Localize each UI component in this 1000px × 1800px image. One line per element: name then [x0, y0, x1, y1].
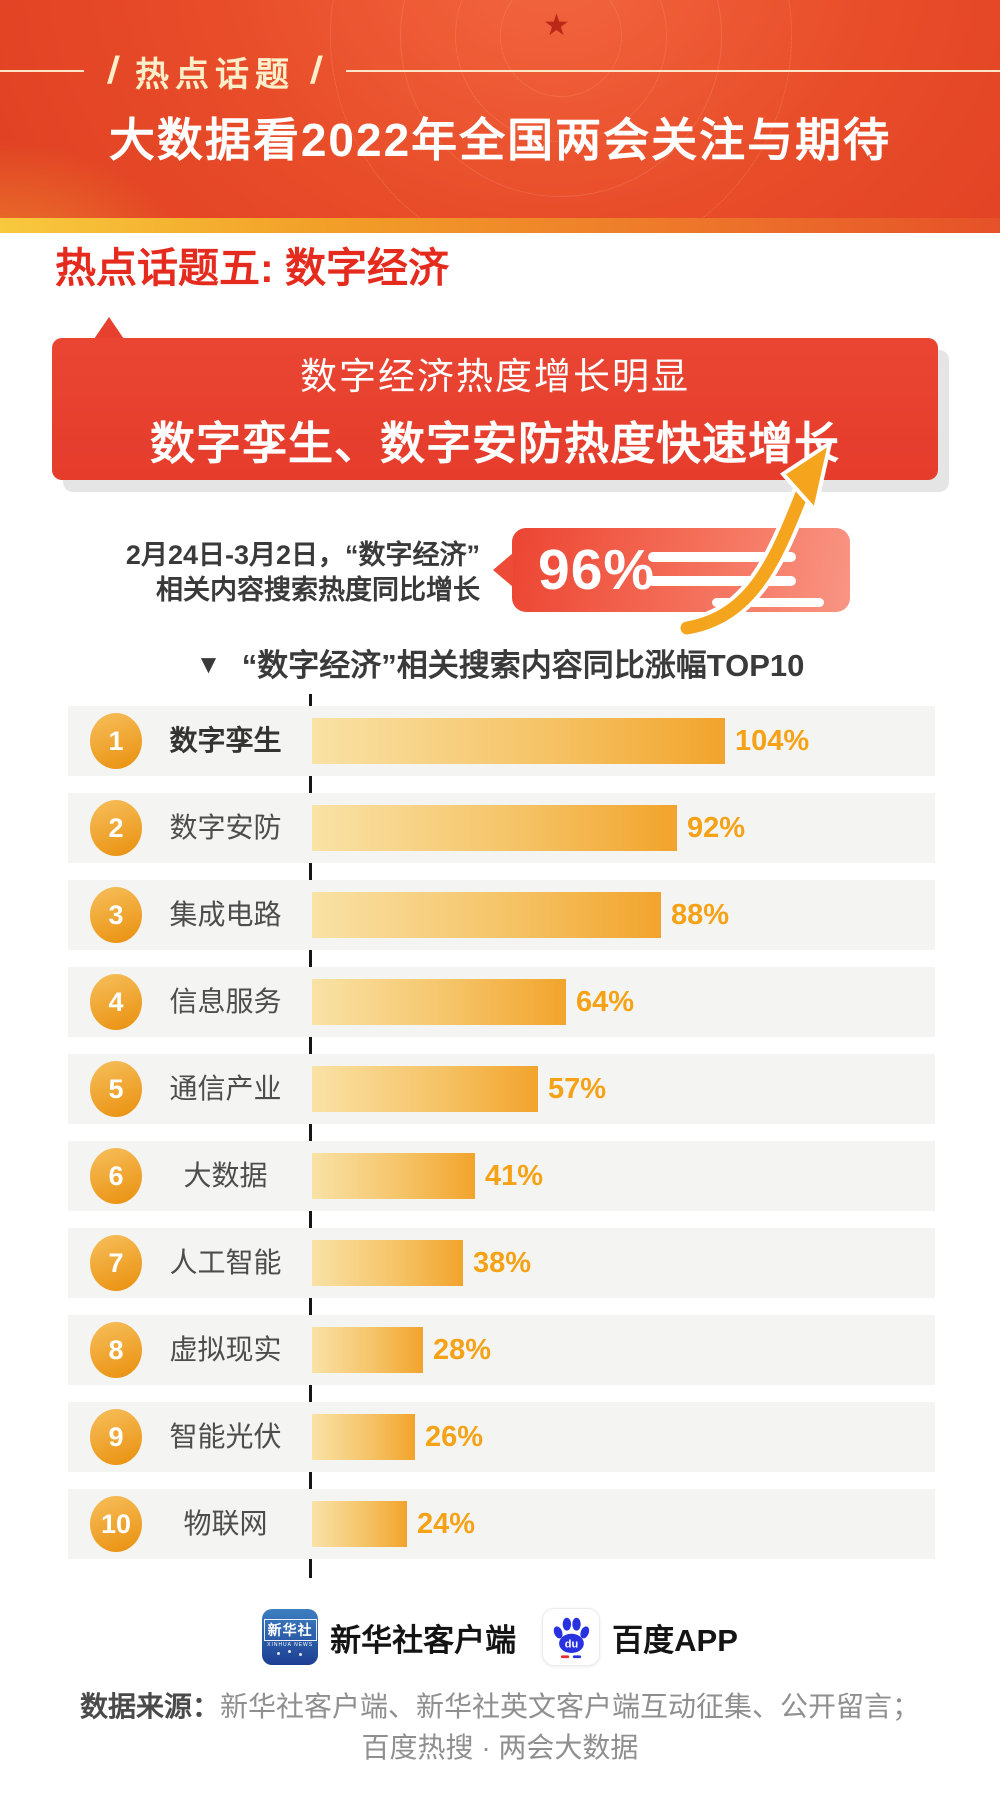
- data-source-line1: 数据来源：新华社客户端、新华社英文客户端互动征集、公开留言；: [0, 1686, 1000, 1727]
- hot-topic-tag-row: / 热点话题 /: [0, 48, 1000, 94]
- baidu-logo-label: 百度APP: [612, 1622, 738, 1658]
- value-label: 41%: [485, 1160, 544, 1192]
- constellation-dots-icon: [275, 1649, 305, 1656]
- rank-badge: 10: [90, 1496, 142, 1552]
- speed-line: [648, 552, 796, 562]
- baidu-logo-group: du 百度APP: [542, 1608, 738, 1666]
- callout-pointer: [94, 317, 124, 339]
- callout-line2: 数字孪生、数字安防热度快速增长: [149, 418, 840, 469]
- data-source-label: 数据来源：: [79, 1691, 220, 1722]
- data-source: 数据来源：新华社客户端、新华社英文客户端互动征集、公开留言； 百度热搜 · 两会…: [0, 1686, 1000, 1768]
- value-bar: [312, 1414, 415, 1460]
- value-bar: [312, 1240, 463, 1286]
- category-label: 人工智能: [169, 1247, 282, 1278]
- category-label: 通信产业: [169, 1073, 282, 1104]
- chart-axis-line: [309, 694, 312, 1578]
- category-label: 大数据: [183, 1160, 268, 1191]
- category-label: 物联网: [183, 1508, 268, 1539]
- section-heading: 热点话题五: 数字经济: [55, 245, 450, 291]
- data-source-text: 新华社客户端、新华社英文客户端互动征集、公开留言；: [220, 1691, 921, 1722]
- chart-title: ▼ “数字经济”相关搜索内容同比涨幅TOP10: [0, 640, 1000, 685]
- rank-badge: 8: [90, 1322, 142, 1378]
- rank-badge: 6: [90, 1148, 142, 1204]
- slash-decoration: /: [106, 50, 122, 92]
- value-label: 57%: [548, 1073, 607, 1105]
- value-bar: [312, 805, 677, 851]
- data-source-line2: 百度热搜 · 两会大数据: [361, 1732, 639, 1763]
- stat-description-line2: 相关内容搜索热度同比增长: [156, 575, 480, 605]
- table-row: 2 数字安防 92%: [68, 793, 935, 863]
- value-label: 38%: [473, 1247, 532, 1279]
- rank-badge: 9: [90, 1409, 142, 1465]
- xinhua-logo-group: 新华社 XINHUA NEWS 新华社客户端: [262, 1609, 516, 1665]
- xinhua-logo-label: 新华社客户端: [330, 1622, 517, 1658]
- star-icon: ★: [543, 9, 570, 42]
- speed-line: [648, 576, 796, 586]
- top-banner: ★ / 热点话题 / 大数据看2022年全国两会关注与期待: [0, 0, 1000, 218]
- footer-logos: 新华社 XINHUA NEWS 新华社客户端 du 百度APP: [0, 1606, 1000, 1668]
- value-bar: [312, 1501, 407, 1547]
- table-row: 3 集成电路 88%: [68, 880, 935, 950]
- banner-corner-glow: [0, 138, 200, 218]
- rank-badge: 2: [90, 800, 142, 856]
- table-row: 8 虚拟现实 28%: [68, 1315, 935, 1385]
- callout-line1: 数字经济热度增长明显: [300, 356, 690, 397]
- table-row: 9 智能光伏 26%: [68, 1402, 935, 1472]
- rank-badge: 1: [90, 713, 142, 769]
- table-row: 10 物联网 24%: [68, 1489, 935, 1559]
- category-label: 虚拟现实: [169, 1334, 282, 1365]
- value-label: 92%: [687, 812, 746, 844]
- table-row: 1 数字孪生 104%: [68, 706, 935, 776]
- value-label: 64%: [576, 986, 635, 1018]
- gradient-stripe: [0, 218, 1000, 233]
- tag-line-left: [0, 70, 84, 72]
- hot-topic-tag-label: 热点话题: [135, 55, 295, 94]
- value-label: 104%: [735, 725, 810, 757]
- table-row: 5 通信产业 57%: [68, 1054, 935, 1124]
- rank-badge: 5: [90, 1061, 142, 1117]
- rank-badge: 3: [90, 887, 142, 943]
- triangle-marker-icon: ▼: [195, 649, 222, 679]
- value-bar: [312, 1066, 538, 1112]
- value-label: 26%: [425, 1421, 484, 1453]
- baidu-app-icon: du: [542, 1608, 601, 1666]
- category-label: 集成电路: [169, 899, 282, 930]
- category-label: 智能光伏: [169, 1421, 282, 1452]
- value-bar: [312, 979, 566, 1025]
- value-label: 88%: [671, 899, 730, 931]
- stat-value: 96%: [538, 538, 656, 602]
- rank-badge: 7: [90, 1235, 142, 1291]
- hot-topic-tag: / 热点话题 /: [84, 48, 346, 94]
- growth-arrow-icon: [676, 438, 834, 639]
- baidu-paw-icon: du: [553, 1617, 590, 1659]
- svg-text:du: du: [565, 1639, 578, 1651]
- table-row: 6 大数据 41%: [68, 1141, 935, 1211]
- stat-badge-tail: [493, 553, 513, 587]
- page-title: 大数据看2022年全国两会关注与期待: [108, 114, 892, 166]
- table-row: 4 信息服务 64%: [68, 967, 935, 1037]
- xinhua-app-icon: 新华社 XINHUA NEWS: [262, 1609, 319, 1665]
- speed-line: [712, 598, 824, 607]
- value-bar: [312, 892, 661, 938]
- callout-box: 数字经济热度增长明显 数字孪生、数字安防热度快速增长: [52, 338, 938, 480]
- category-label: 数字安防: [169, 812, 282, 843]
- value-bar: [312, 1327, 423, 1373]
- value-bar: [312, 718, 725, 764]
- value-bar: [312, 1153, 475, 1199]
- value-label: 28%: [433, 1334, 492, 1366]
- slash-decoration: /: [308, 50, 324, 92]
- category-label: 信息服务: [169, 986, 282, 1017]
- chart-title-text: “数字经济”相关搜索内容同比涨幅TOP10: [241, 648, 805, 683]
- chart-rows: 1 数字孪生 104% 2 数字安防 92% 3 集成电路 88% 4 信息服务 64% 5 通信产业 57…: [68, 706, 935, 1576]
- table-row: 7 人工智能 38%: [68, 1228, 935, 1298]
- stat-description: 2月24日-3月2日，“数字经济” 相关内容搜索热度同比增长: [60, 538, 480, 608]
- xinhua-icon-text: 新华社: [263, 1618, 317, 1641]
- tag-line-right: [346, 70, 1000, 72]
- value-label: 24%: [417, 1508, 476, 1540]
- rank-badge: 4: [90, 974, 142, 1030]
- stat-description-line1: 2月24日-3月2日，“数字经济”: [125, 540, 480, 570]
- xinhua-icon-subtext: XINHUA NEWS: [267, 1641, 314, 1648]
- category-label: 数字孪生: [169, 725, 282, 756]
